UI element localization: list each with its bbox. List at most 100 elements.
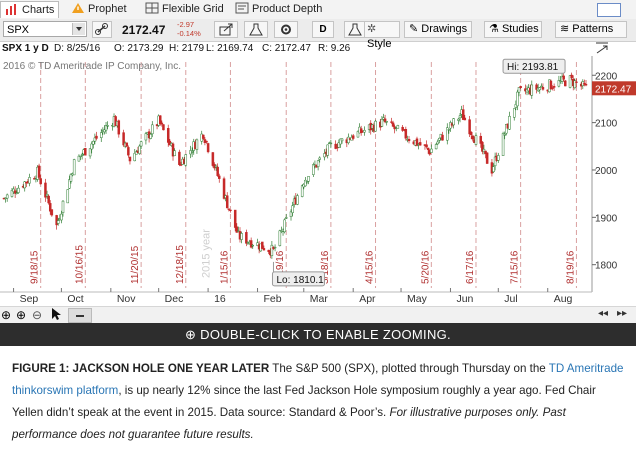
flask-small-icon: ⚗: [489, 23, 499, 35]
candle-body: [570, 74, 573, 79]
month-label: Sep: [20, 293, 39, 305]
scroll-left-icon[interactable]: ◂◂: [598, 308, 609, 319]
candle-body: [45, 193, 49, 197]
candle-body: [481, 141, 484, 152]
zoom-in-icon[interactable]: ⊕: [16, 308, 27, 322]
figure-caption: FIGURE 1: JACKSON HOLE ONE YEAR LATER Th…: [12, 358, 626, 446]
share-icon[interactable]: [214, 21, 238, 38]
candle-body: [168, 140, 172, 146]
candle-body: [125, 142, 129, 147]
last-price: 2172.47: [122, 23, 166, 37]
candle-body: [79, 155, 82, 158]
gear-icon[interactable]: [274, 21, 298, 38]
candle-body: [426, 147, 430, 151]
lo-label: Lo: 1810.1: [276, 275, 324, 286]
candle-body: [530, 84, 534, 96]
candle-body: [517, 87, 521, 93]
candle-body: [190, 151, 194, 153]
candle-body: [195, 139, 199, 150]
chart-canvas[interactable]: 9/18/15 10/16/15 11/20/15 12/18/15 1/15/16 2/…: [0, 56, 636, 306]
candle-body: [551, 87, 554, 89]
tab-product-depth[interactable]: Product Depth: [235, 1, 322, 17]
candle-body: [267, 249, 270, 253]
window-toggle-icon[interactable]: [597, 3, 621, 17]
candle-body: [39, 178, 42, 185]
flask-icon[interactable]: [244, 21, 268, 38]
info-close: C: 2172.47: [262, 43, 311, 54]
zoom-toolbar: ⊕ ⊕ ⊖ ◂◂ ▸▸: [0, 306, 636, 323]
chevron-down-icon[interactable]: [72, 23, 85, 35]
zoom-out-icon[interactable]: ⊖: [32, 308, 43, 322]
period-selector[interactable]: D: [312, 21, 334, 38]
candle-body: [173, 150, 176, 156]
candle-body: [245, 232, 248, 244]
candle-body: [463, 117, 467, 121]
candle-body: [418, 142, 422, 146]
price-axis: [592, 56, 636, 306]
candle-body: [61, 200, 65, 213]
candle-body: [218, 175, 221, 179]
drag-handle-icon[interactable]: [68, 308, 92, 323]
style-menu[interactable]: ✲ Style: [364, 21, 400, 50]
month-label: Mar: [310, 293, 329, 305]
candle-body: [229, 209, 232, 212]
zoom-banner[interactable]: ⊕ DOUBLE-CLICK TO ENABLE ZOOMING.: [0, 323, 636, 346]
candle-body: [179, 164, 183, 166]
candle-body: [385, 121, 388, 123]
tab-charts[interactable]: Charts: [0, 1, 60, 18]
price-chart[interactable]: 9/18/15 10/16/15 11/20/15 12/18/15 1/15/16 2/…: [0, 56, 636, 306]
studies-menu[interactable]: ⚗ Studies: [484, 21, 542, 38]
candle-body: [540, 85, 543, 88]
month-label: Aug: [554, 293, 573, 305]
candle-body: [374, 120, 377, 132]
symbol-selector[interactable]: SPX: [3, 21, 87, 37]
candle-body: [492, 166, 495, 173]
candle-body: [479, 135, 483, 144]
candle-body: [289, 211, 293, 217]
candle-body: [326, 144, 329, 156]
patterns-menu[interactable]: ≋ Patterns: [555, 21, 627, 38]
thinkorswim-link[interactable]: TD Ameritrade thinkorswim platform: [12, 362, 624, 397]
candle-body: [323, 153, 326, 158]
candle-body: [305, 181, 309, 183]
candle-body: [468, 119, 471, 135]
event-date-label: 5/20/16: [420, 250, 431, 284]
month-label: 16: [214, 293, 226, 305]
candle-body: [128, 156, 132, 162]
month-label: Dec: [165, 293, 184, 305]
event-date-label: 8/19/16: [565, 250, 576, 284]
candle-body: [72, 159, 76, 176]
candle-body: [278, 230, 282, 246]
link-icon[interactable]: [92, 21, 112, 38]
candle-body: [117, 120, 121, 135]
tab-flexible-grid[interactable]: Flexible Grid: [145, 1, 224, 17]
candle-body: [351, 135, 355, 139]
candle-body: [484, 150, 487, 155]
candle-body: [211, 152, 215, 166]
crosshair-icon[interactable]: ⊕: [1, 308, 12, 322]
y-tick-label: 2200: [595, 71, 618, 82]
candle-body: [318, 157, 321, 160]
caption-disclaimer: For illustrative purposes only. Past per…: [12, 406, 566, 441]
candle-body: [584, 83, 588, 86]
candle-body: [300, 185, 304, 197]
candle-body: [469, 131, 473, 136]
scroll-right-icon[interactable]: ▸▸: [617, 308, 628, 319]
candle-body: [144, 133, 148, 141]
candle-body: [541, 87, 545, 90]
candle-body: [139, 141, 143, 147]
drawings-menu[interactable]: ✎ Drawings: [404, 21, 472, 38]
candle-body: [316, 160, 320, 167]
info-open: O: 2173.29: [114, 43, 164, 54]
candle-body: [538, 87, 542, 91]
collapse-icon[interactable]: [593, 41, 611, 55]
caption-title: FIGURE 1: JACKSON HOLE ONE YEAR LATER: [12, 362, 270, 375]
tab-prophet[interactable]: Prophet: [71, 1, 127, 17]
candle-body: [44, 182, 47, 198]
bar-chart-icon: [5, 3, 19, 15]
candle-body: [206, 143, 210, 153]
month-label: Jun: [456, 293, 473, 305]
flask-studies-icon[interactable]: [344, 21, 366, 38]
candle-body: [457, 118, 460, 121]
pointer-icon[interactable]: [50, 307, 62, 326]
